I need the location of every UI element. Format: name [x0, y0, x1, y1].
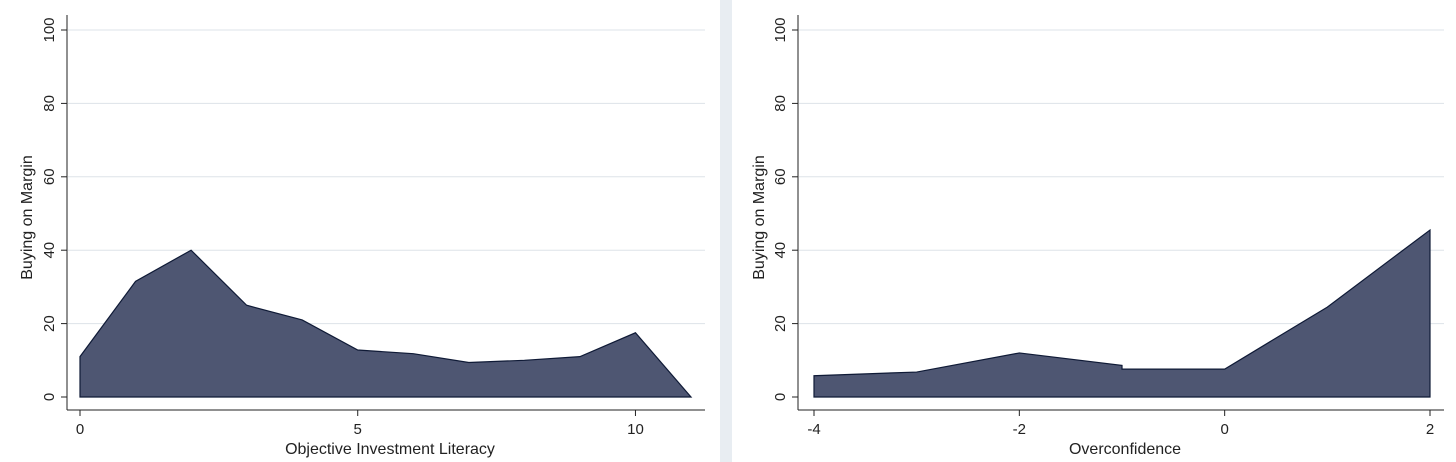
x-axis-title: Objective Investment Literacy	[285, 441, 495, 458]
x-tick-label: 0	[76, 421, 84, 438]
area-series	[79, 249, 693, 398]
y-tick-label: 60	[772, 168, 789, 185]
y-tick-label: 80	[772, 95, 789, 112]
x-tick-label: 2	[1426, 421, 1434, 438]
x-tick-label: -2	[1013, 421, 1026, 438]
chart-panel-left: 0 20 40 60 80 100 0 5 10 Objective Investment Lit…	[0, 0, 720, 462]
y-axis-title: Buying on Margin	[19, 155, 36, 280]
y-tick-label: 60	[41, 168, 58, 185]
y-tick-label: 0	[772, 393, 789, 401]
y-axis-title: Buying on Margin	[751, 155, 768, 280]
chart-right-svg: 0 20 40 60 80 100 -4 -2 0 2 Overconfidence Buying o…	[751, 15, 1444, 458]
y-tick-label: 80	[41, 95, 58, 112]
x-tick-label: 10	[627, 421, 644, 438]
y-tick-label: 100	[41, 17, 58, 42]
area-series	[813, 228, 1431, 398]
x-tick-label: 5	[354, 421, 362, 438]
y-tick-label: 40	[41, 242, 58, 259]
chart-panel-right: 0 20 40 60 80 100 -4 -2 0 2 Overconfidence Buying o…	[732, 0, 1456, 462]
y-tick-label: 20	[772, 315, 789, 332]
y-tick-label: 100	[772, 17, 789, 42]
y-tick-label: 20	[41, 315, 58, 332]
x-tick-label: -4	[807, 421, 820, 438]
x-tick-label: 0	[1220, 421, 1228, 438]
y-tick-label: 0	[41, 393, 58, 401]
chart-left-svg: 0 20 40 60 80 100 0 5 10 Objective Investment Lit…	[19, 15, 705, 458]
x-axis-title: Overconfidence	[1069, 441, 1181, 458]
y-tick-label: 40	[772, 242, 789, 259]
